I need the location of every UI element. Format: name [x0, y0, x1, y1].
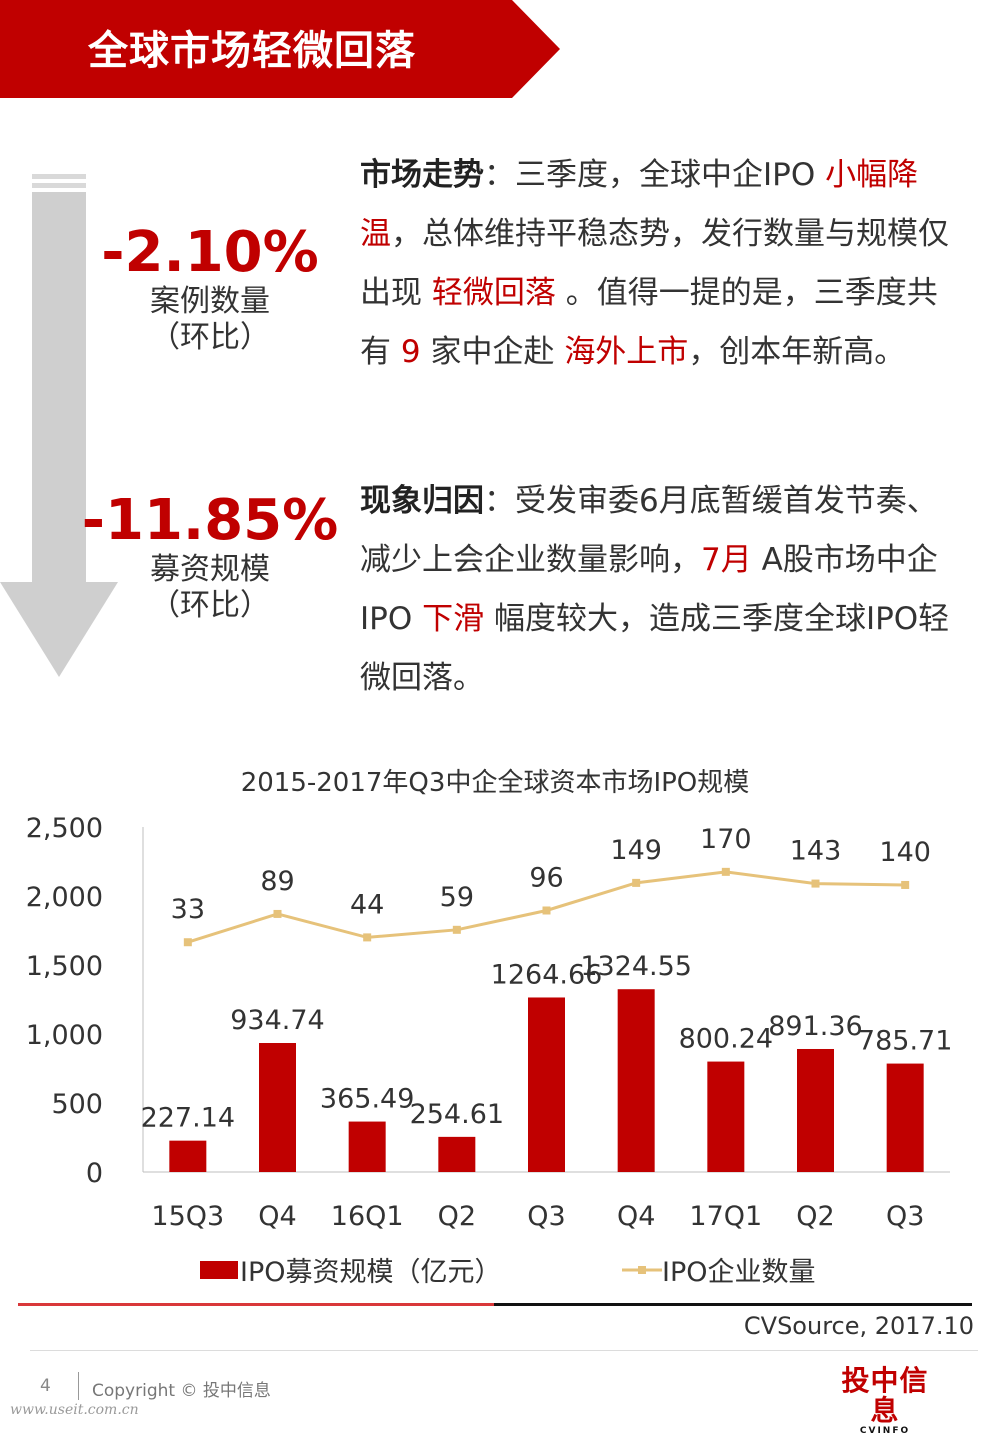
market-trend-paragraph: 市场走势：三季度，全球中企IPO 小幅降温，总体维持平稳态势，发行数量与规模仅出… [360, 146, 960, 382]
x-tick-label: Q3 [886, 1201, 924, 1232]
count-data-label: 33 [171, 894, 205, 925]
count-data-label: 149 [610, 835, 662, 866]
count-data-label: 140 [879, 837, 931, 868]
y-tick-label: 1,500 [26, 951, 103, 982]
bar [707, 1061, 745, 1172]
count-data-label: 59 [440, 882, 474, 913]
bar-data-label: 934.74 [230, 1005, 324, 1036]
logo-en-text: CVINFO [859, 1426, 911, 1436]
highlight-segment: 海外上市 [564, 334, 689, 370]
text-segment: ，总体维持平稳态势，发行数量与规模仅出现 [360, 216, 949, 311]
logo-cn-text: 投中信息 [841, 1364, 929, 1427]
fundraising-stat: -11.85% 募资规模 （环比） [80, 490, 340, 624]
fundraising-note: （环比） [150, 588, 270, 623]
count-data-label: 170 [700, 824, 752, 855]
text-segment: A股市场中企IPO [360, 542, 938, 637]
fundraising-value: -11.85% [81, 488, 339, 553]
chart-title: 2015-2017年Q3中企全球资本市场IPO规模 [240, 768, 750, 798]
text-segment: 。值得一提的是，三季度共有 [360, 275, 938, 370]
page-title: 全球市场轻微回落 [88, 28, 416, 74]
count-point [811, 879, 820, 888]
paragraph-lead: 市场走势 [360, 157, 484, 193]
x-tick-label: Q2 [796, 1201, 834, 1232]
case-count-stat: -2.10% 案例数量 （环比） [90, 222, 330, 356]
text-segment: 幅度较大，造成三季度全球IPO轻微回落。 [360, 601, 950, 696]
highlight-segment: 下滑 [422, 601, 485, 637]
text-segment: ：三季度，全球中企IPO [484, 157, 826, 193]
count-point [721, 867, 730, 876]
count-point [632, 878, 641, 887]
bar-data-label: 227.14 [141, 1103, 235, 1134]
count-data-label: 44 [350, 889, 384, 920]
y-tick-label: 2,500 [26, 813, 103, 844]
count-point [452, 925, 461, 934]
bar [348, 1121, 386, 1172]
highlight-segment: 7月 [701, 542, 752, 578]
watermark: www.useit.com.cn [10, 1402, 139, 1418]
text-segment: 家中企赴 [420, 334, 565, 370]
case-count-note: （环比） [150, 320, 270, 355]
footer-rule-red [18, 1303, 494, 1306]
highlight-segment: 轻微回落 [431, 275, 556, 311]
copyright-text: Copyright © 投中信息 [92, 1381, 271, 1401]
legend-line-swatch [622, 1265, 662, 1274]
bar [438, 1136, 476, 1172]
source-note: CVSource, 2017.10 [743, 1312, 974, 1340]
attribution-paragraph: 现象归因：受发审委6月底暂缓首发节奏、减少上会企业数量影响，7月 A股市场中企I… [360, 472, 960, 708]
y-tick-label: 500 [51, 1089, 103, 1120]
footer-rule-black [494, 1303, 972, 1306]
text-segment: ：受发审委6月底暂缓首发节奏、减少上会企业数量影响， [360, 483, 938, 578]
x-tick-label: 16Q1 [331, 1201, 404, 1232]
footer-divider [30, 1350, 978, 1351]
bar [797, 1048, 834, 1172]
bar-data-label: 891.36 [768, 1011, 862, 1042]
highlight-segment: 小幅降温 [360, 157, 919, 252]
bar-data-label: 785.71 [858, 1026, 952, 1057]
fundraising-label: 募资规模 [150, 552, 270, 587]
count-point [542, 906, 551, 915]
y-tick-label: 2,000 [26, 882, 103, 913]
x-tick-label: Q4 [617, 1201, 655, 1232]
count-data-label: 143 [790, 836, 842, 867]
bar [528, 997, 565, 1172]
x-tick-label: Q2 [438, 1201, 476, 1232]
down-arrow-icon [0, 174, 118, 677]
ipo-chart: 0 500 1,000 1,500 2,000 2,500 15Q3 Q4 16Q1 Q2 Q3 Q4… [26, 813, 953, 1232]
legend-bar-swatch [200, 1260, 238, 1279]
legend-line-label: IPO企业数量 [662, 1257, 816, 1288]
count-point [273, 909, 282, 918]
bar-data-label: 1264.66 [491, 959, 603, 990]
count-data-label: 96 [529, 862, 563, 893]
count-point [183, 938, 192, 947]
case-count-label: 案例数量 [150, 284, 270, 319]
text-segment: ，创本年新高。 [688, 334, 906, 370]
cvinfo-logo: 投中信息 CVINFO [830, 1366, 940, 1436]
bar [617, 989, 655, 1172]
count-data-label: 89 [260, 866, 294, 897]
bar-data-label: 365.49 [320, 1084, 414, 1115]
bar-data-label: 800.24 [679, 1024, 773, 1055]
y-tick-label: 0 [86, 1158, 103, 1189]
legend-bar: IPO募资规模（亿元） [200, 1250, 502, 1289]
bar-data-label: 254.61 [410, 1099, 504, 1130]
bar [886, 1063, 924, 1172]
x-tick-label: Q3 [527, 1201, 565, 1232]
legend-line: IPO企业数量 [622, 1250, 816, 1289]
x-tick-label: 15Q3 [151, 1201, 224, 1232]
footer-separator [78, 1372, 79, 1400]
bar [259, 1043, 296, 1172]
y-tick-label: 1,000 [26, 1020, 103, 1051]
x-tick-label: 17Q1 [689, 1201, 762, 1232]
bar-data-label: 1324.55 [580, 951, 692, 982]
case-count-value: -2.10% [101, 220, 319, 285]
title-banner [0, 0, 560, 98]
page-number: 4 [40, 1376, 51, 1396]
count-point [363, 933, 372, 942]
legend-bar-label: IPO募资规模（亿元） [240, 1257, 502, 1288]
x-tick-label: Q4 [258, 1201, 296, 1232]
count-point [901, 880, 910, 889]
paragraph-lead: 现象归因 [360, 483, 484, 519]
highlight-segment: 9 [400, 334, 421, 370]
bar [169, 1140, 207, 1172]
